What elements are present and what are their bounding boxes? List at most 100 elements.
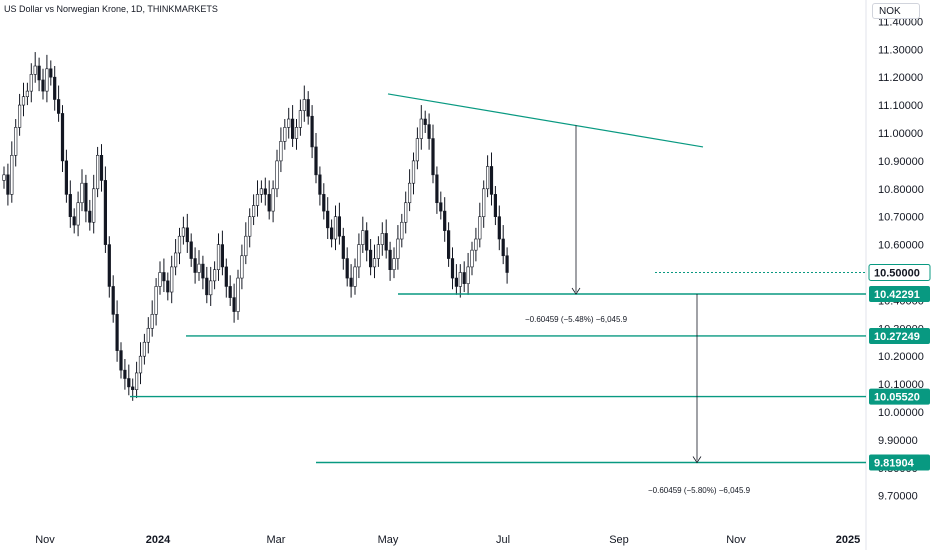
- candle-body: [407, 182, 412, 204]
- level-price-label: 10.27249: [874, 331, 920, 343]
- candle-body: [431, 138, 435, 176]
- candle-body: [201, 263, 205, 279]
- candle-body: [388, 249, 392, 270]
- candle-body: [14, 127, 18, 156]
- candle-body: [174, 252, 178, 268]
- candle-body: [17, 104, 22, 128]
- candle-body: [439, 202, 443, 212]
- candle-body: [154, 286, 158, 315]
- candle-body: [244, 235, 248, 257]
- candle-body: [493, 194, 498, 217]
- candle-body: [287, 118, 291, 128]
- y-tick-label: 10.10000: [878, 379, 924, 391]
- candle-body: [294, 127, 299, 139]
- level-price-label: 9.81904: [874, 457, 915, 469]
- y-tick-label: 9.70000: [878, 491, 918, 503]
- candle-body: [478, 216, 482, 240]
- y-tick-label: 10.80000: [878, 184, 924, 196]
- candle-body: [404, 202, 408, 223]
- candle-body: [25, 90, 30, 98]
- candle-body: [454, 277, 459, 287]
- candle-body: [255, 194, 260, 206]
- candle-body: [365, 230, 369, 251]
- candle-body: [474, 238, 478, 251]
- candle-body: [497, 216, 501, 240]
- candle-body: [271, 188, 275, 212]
- candle-body: [337, 216, 342, 237]
- candle-body: [318, 174, 322, 195]
- candle-body: [146, 327, 150, 343]
- candle-body: [189, 241, 193, 259]
- candle-body: [41, 79, 45, 92]
- candle-body: [427, 124, 431, 139]
- candle-body: [333, 216, 338, 240]
- candle-body: [197, 263, 201, 273]
- y-tick-label: 10.70000: [878, 212, 924, 224]
- measure-label-2: −0.60459 (−5.80%) −6,045.9: [648, 486, 751, 495]
- candle-body: [240, 255, 244, 279]
- y-tick-label: 11.00000: [878, 128, 923, 140]
- candle-body: [10, 155, 14, 195]
- candle-body: [232, 297, 236, 312]
- currency-selector[interactable]: NOK: [872, 3, 920, 19]
- candle-body: [263, 188, 267, 195]
- candle-body: [33, 65, 37, 75]
- candle-body: [115, 314, 119, 351]
- candle-body: [170, 266, 174, 293]
- candle-body: [6, 174, 10, 195]
- y-tick-label: 10.20000: [878, 351, 924, 363]
- candle-body: [131, 386, 135, 390]
- candle-body: [505, 255, 509, 273]
- candle-body: [99, 155, 104, 181]
- candle-body: [372, 258, 377, 268]
- candle-body: [92, 188, 96, 223]
- x-tick-label: Jul: [496, 534, 510, 546]
- candle-body: [45, 68, 49, 92]
- candle-body: [310, 115, 314, 148]
- candle-body: [76, 202, 80, 226]
- candle-body: [419, 118, 423, 139]
- candle-body: [228, 286, 232, 298]
- level-price-label: 10.42291: [874, 289, 920, 301]
- candle-body: [60, 113, 65, 162]
- candle-body: [111, 286, 115, 315]
- candle-body: [415, 138, 420, 162]
- level-price-tag: [869, 327, 930, 344]
- candle-body: [302, 99, 306, 111]
- level-price-tag: [869, 454, 930, 471]
- x-tick-label: Nov: [726, 534, 746, 546]
- candle-body: [2, 174, 6, 181]
- current-price-label: 10.50000: [874, 267, 920, 279]
- candle-body: [158, 272, 162, 287]
- x-tick-label: Mar: [267, 534, 286, 546]
- candle-body: [489, 166, 494, 195]
- candle-body: [142, 341, 147, 357]
- candle-body: [376, 244, 381, 259]
- candle-body: [396, 238, 400, 259]
- candle-body: [329, 227, 334, 240]
- candle-body: [435, 174, 439, 204]
- candle-body: [357, 244, 361, 268]
- candle-body: [21, 96, 26, 106]
- current-price-tag: [868, 263, 931, 281]
- candle-body: [96, 155, 100, 190]
- candle-body: [209, 280, 213, 296]
- x-tick-label: Nov: [35, 534, 55, 546]
- x-tick-label: 2024: [146, 534, 171, 546]
- candle-body: [166, 280, 170, 293]
- candle-body: [84, 182, 88, 212]
- candle-body: [283, 127, 287, 142]
- candle-body: [177, 235, 182, 254]
- candle-body: [64, 160, 68, 195]
- candle-body: [103, 180, 107, 245]
- y-tick-label: 10.90000: [878, 156, 924, 168]
- candle-body: [236, 277, 240, 312]
- measure-arrowhead-2: [692, 456, 702, 464]
- candle-body: [127, 378, 131, 388]
- candle-body: [353, 266, 357, 287]
- candle-body: [341, 235, 345, 259]
- level-price-label: 10.05520: [874, 392, 920, 404]
- candle-body: [411, 160, 416, 184]
- candle-body: [368, 249, 373, 268]
